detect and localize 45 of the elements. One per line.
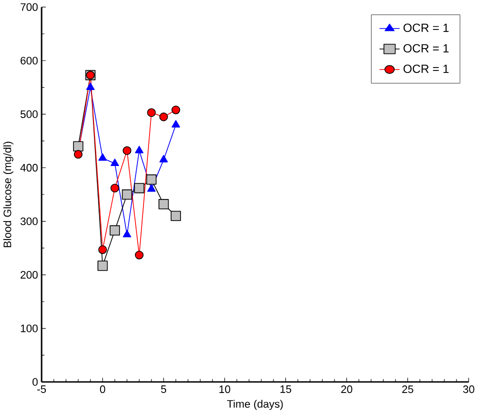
y-tick-label: 600 bbox=[20, 56, 38, 64]
y-tick-label: 700 bbox=[20, 3, 38, 11]
point bbox=[98, 260, 108, 271]
point bbox=[122, 230, 132, 238]
x-tick-label: 5 bbox=[161, 385, 166, 393]
point bbox=[110, 158, 120, 166]
point bbox=[122, 189, 132, 200]
point bbox=[73, 141, 84, 152]
x-axis-title: Time (days) bbox=[227, 400, 283, 410]
x-tick-label: 25 bbox=[402, 385, 414, 393]
x-tick-label: 20 bbox=[341, 385, 352, 393]
point bbox=[159, 112, 168, 122]
point bbox=[86, 82, 95, 90]
point bbox=[170, 210, 181, 221]
point bbox=[110, 225, 120, 236]
legend-label: OCR = 1 bbox=[404, 44, 449, 52]
y-tick-label: 500 bbox=[20, 110, 38, 118]
y-tick-label: 0 bbox=[32, 378, 38, 386]
point bbox=[98, 153, 107, 161]
x-tick-label: -5 bbox=[37, 385, 46, 393]
y-axis-title: Blood Glucose (mg/dl) bbox=[3, 142, 14, 247]
x-tick-label: 15 bbox=[280, 385, 292, 393]
point bbox=[122, 146, 132, 155]
point bbox=[172, 120, 180, 128]
point bbox=[147, 184, 156, 192]
x-tick-label: 10 bbox=[219, 385, 230, 393]
legend-label: OCR = 1 bbox=[404, 64, 449, 73]
point bbox=[134, 182, 144, 194]
point bbox=[135, 146, 144, 154]
point bbox=[158, 198, 169, 210]
point bbox=[98, 245, 107, 254]
y-tick-label: 200 bbox=[20, 270, 38, 279]
y-tick-label: 400 bbox=[20, 164, 38, 172]
y-tick-label: 100 bbox=[20, 324, 38, 332]
point bbox=[172, 106, 180, 114]
point bbox=[159, 154, 168, 162]
point bbox=[74, 150, 83, 159]
x-tick-label: 0 bbox=[100, 385, 106, 393]
point bbox=[146, 174, 157, 185]
point bbox=[110, 184, 120, 192]
legend-label: OCR = 1 bbox=[404, 24, 449, 32]
point bbox=[134, 250, 144, 260]
x-tick-label: 30 bbox=[463, 385, 474, 393]
point bbox=[147, 108, 156, 117]
y-tick-label: 300 bbox=[20, 217, 38, 226]
